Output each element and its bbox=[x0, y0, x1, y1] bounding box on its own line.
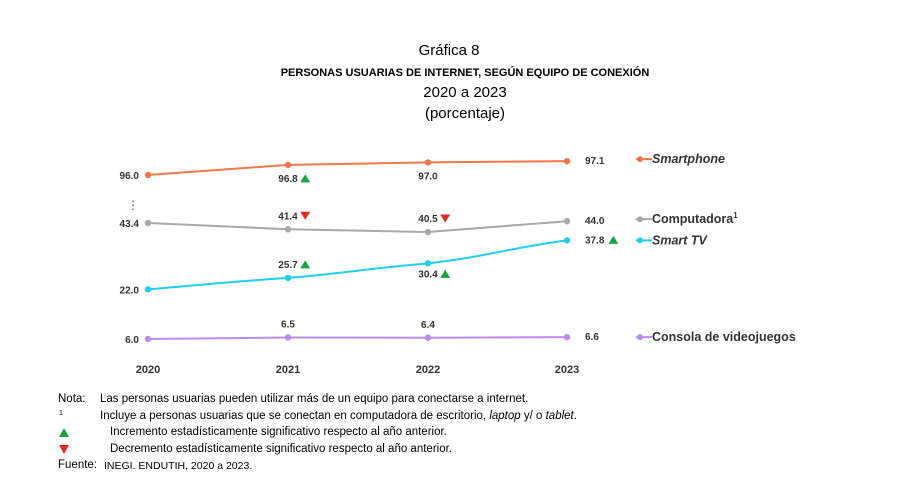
x-tick-label: 2021 bbox=[276, 364, 300, 376]
increase-text: Incremento estadísticamente significativ… bbox=[110, 426, 447, 438]
legend-marker bbox=[637, 237, 643, 244]
chart-number: Gráfica 8 bbox=[418, 42, 480, 59]
legend-label: Consola de videojuegos bbox=[652, 330, 796, 344]
data-point bbox=[563, 237, 571, 244]
data-point bbox=[284, 334, 292, 341]
data-label: 43.4 bbox=[120, 219, 140, 230]
footnote-text-c: . bbox=[573, 409, 577, 422]
decrease-marker-icon bbox=[440, 214, 451, 223]
chart-period: 2020 a 2023 bbox=[423, 84, 507, 101]
increase-triangle-icon bbox=[59, 428, 69, 437]
data-label: 41.4 bbox=[278, 211, 298, 222]
chart-title: PERSONAS USUARIAS DE INTERNET, SEGÚN EQU… bbox=[280, 67, 650, 79]
legend-marker bbox=[637, 156, 643, 163]
axis-break-icon: ⋮ bbox=[127, 198, 139, 212]
data-point bbox=[563, 333, 571, 341]
data-point bbox=[284, 226, 292, 233]
decrease-triangle-icon bbox=[59, 444, 69, 454]
increase-marker-icon bbox=[440, 269, 451, 278]
data-point bbox=[284, 274, 292, 282]
footnote-tablet: tablet bbox=[545, 409, 574, 422]
increase-marker-icon bbox=[300, 260, 311, 269]
source-row: Fuente: INEGI. ENDUTIH, 2020 a 2023. bbox=[58, 457, 858, 474]
data-point bbox=[563, 218, 571, 225]
data-point bbox=[144, 335, 152, 343]
data-label: 6.5 bbox=[281, 319, 295, 330]
footnote-text-b: y/ o bbox=[520, 409, 546, 422]
decrease-marker-icon bbox=[300, 211, 311, 220]
data-label: 96.0 bbox=[120, 171, 140, 182]
footnote-text: Incluye a personas usuarias que se conec… bbox=[100, 408, 577, 425]
data-point bbox=[144, 171, 152, 179]
x-tick-label: 2020 bbox=[136, 364, 160, 376]
data-label: 37.8 bbox=[585, 235, 605, 246]
legend-label: Smartphone bbox=[652, 152, 725, 166]
data-label: 25.7 bbox=[278, 260, 298, 271]
x-tick-label: 2023 bbox=[555, 364, 579, 376]
data-point bbox=[424, 228, 432, 236]
data-label: 96.8 bbox=[278, 174, 298, 185]
note-label: Nota: bbox=[58, 393, 86, 405]
legend-label: Smart TV bbox=[652, 233, 709, 247]
footnote-mark: 1 bbox=[59, 409, 63, 417]
data-point bbox=[144, 286, 152, 293]
data-label: 30.4 bbox=[418, 269, 438, 280]
notes-block: Nota: Las personas usuarias pueden utili… bbox=[58, 391, 858, 474]
data-label: 44.0 bbox=[585, 216, 605, 227]
data-label: 22.0 bbox=[120, 285, 140, 296]
data-label: 97.1 bbox=[585, 156, 605, 167]
series-line-computadora bbox=[147, 220, 568, 234]
note-row: Nota: Las personas usuarias pueden utili… bbox=[58, 391, 858, 408]
data-point bbox=[424, 334, 432, 341]
note-text: Las personas usuarias pueden utilizar má… bbox=[100, 393, 529, 405]
line-chart: 96.0 96.8 97.0 97.1 Smartphone 43.4 41.4 40.5 44… bbox=[120, 152, 796, 376]
x-tick-label: 2022 bbox=[416, 364, 440, 376]
data-point bbox=[563, 157, 571, 165]
increase-marker-icon bbox=[608, 235, 619, 244]
series-line-smartphone bbox=[147, 160, 568, 176]
increase-marker-icon bbox=[300, 174, 311, 183]
data-label: 6.4 bbox=[421, 320, 435, 331]
series-line-smart-tv bbox=[147, 239, 568, 291]
footnote-text-a: Incluye a personas usuarias que se conec… bbox=[100, 409, 490, 422]
data-point bbox=[424, 260, 432, 267]
footnote-laptop: laptop bbox=[489, 409, 521, 422]
data-label: 6.0 bbox=[125, 335, 139, 346]
legend-marker bbox=[637, 216, 643, 223]
data-label: 40.5 bbox=[418, 214, 438, 225]
footnote-row: 1 Incluye a personas usuarias que se con… bbox=[58, 408, 858, 425]
decrease-legend-row: Decremento estadísticamente significativ… bbox=[58, 441, 858, 458]
source-text: INEGI. ENDUTIH, 2020 a 2023. bbox=[104, 460, 253, 472]
legend-label: Computadora1 bbox=[652, 211, 738, 226]
data-label: 6.6 bbox=[585, 332, 599, 343]
data-point bbox=[284, 161, 292, 169]
data-label: 97.0 bbox=[418, 171, 438, 182]
data-point bbox=[144, 219, 152, 227]
series-line-consola-de-videojuegos bbox=[147, 336, 568, 340]
chart-unit: (porcentaje) bbox=[424, 105, 506, 122]
data-point bbox=[424, 159, 432, 166]
decrease-text: Decremento estadísticamente significativ… bbox=[110, 442, 452, 455]
legend-marker bbox=[637, 334, 643, 341]
increase-legend-row: Incremento estadísticamente significativ… bbox=[58, 424, 858, 441]
source-label: Fuente: bbox=[58, 459, 97, 471]
